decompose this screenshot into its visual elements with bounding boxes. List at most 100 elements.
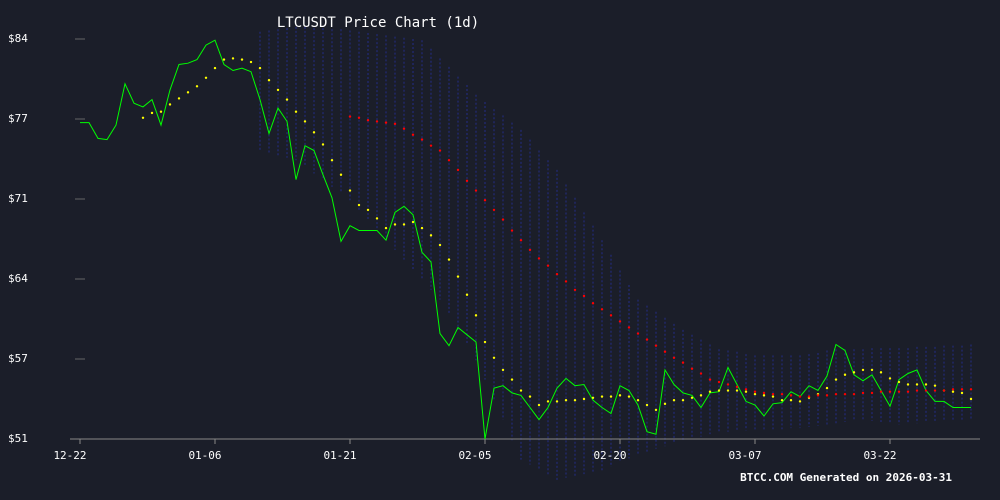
average-dot <box>528 395 532 398</box>
average-dot <box>159 110 163 113</box>
average-dot <box>483 199 487 202</box>
average-dot <box>348 189 352 192</box>
average-dot <box>753 390 757 393</box>
average-dot <box>537 403 541 407</box>
average-dot <box>699 394 703 397</box>
average-dot <box>861 391 865 395</box>
average-dot <box>852 392 856 396</box>
average-dot <box>474 189 478 192</box>
average-dot <box>951 390 955 393</box>
average-dot <box>591 396 595 399</box>
average-dot <box>843 392 847 396</box>
average-dot <box>213 66 217 70</box>
y-tick-label: $57 <box>8 352 28 365</box>
y-tick-label: $84 <box>8 32 28 45</box>
average-dot <box>195 85 199 88</box>
average-dot <box>663 402 667 406</box>
average-dot <box>555 272 559 276</box>
average-dot <box>258 66 262 70</box>
average-dot <box>177 97 181 100</box>
average-dot <box>762 394 766 397</box>
average-dot <box>798 395 802 398</box>
chart-title: LTCUSDT Price Chart (1d) <box>277 15 479 31</box>
average-dot <box>276 88 280 92</box>
average-dot <box>393 122 397 126</box>
average-dot <box>321 143 325 146</box>
average-dot <box>492 356 496 359</box>
average-dot <box>852 371 856 374</box>
average-dot <box>438 243 442 247</box>
average-dot <box>888 377 892 380</box>
average-dot <box>960 388 964 391</box>
average-dot <box>735 385 739 389</box>
average-dot <box>717 389 721 392</box>
average-dot <box>798 400 802 403</box>
average-dot <box>564 280 568 283</box>
average-dot <box>681 399 685 402</box>
y-tick-label: $64 <box>8 272 28 285</box>
average-dot <box>150 111 154 115</box>
average-dot <box>726 389 730 392</box>
average-dot <box>411 220 415 224</box>
average-dot <box>825 386 829 390</box>
average-dot <box>357 203 361 207</box>
average-dot <box>915 389 919 392</box>
average-dot <box>645 403 649 407</box>
average-dot <box>744 390 748 393</box>
average-dot <box>771 392 775 396</box>
average-dot <box>870 391 874 395</box>
average-dot <box>618 394 622 397</box>
average-dot <box>546 264 550 267</box>
average-dot <box>456 275 460 278</box>
average-dot <box>825 394 829 397</box>
average-dot <box>906 383 910 386</box>
average-dot <box>375 217 379 220</box>
average-dot <box>312 131 316 134</box>
average-dot <box>879 371 883 374</box>
average-dot <box>672 356 676 359</box>
average-dot <box>897 390 901 393</box>
average-dot <box>906 390 910 393</box>
average-dot <box>726 383 730 386</box>
average-dot <box>780 399 784 402</box>
average-dot <box>627 395 631 398</box>
average-dot <box>807 395 811 398</box>
y-tick-label: $51 <box>8 432 28 445</box>
average-dot <box>879 390 883 393</box>
average-dot <box>438 149 442 152</box>
average-dot <box>186 91 190 94</box>
average-dot <box>366 119 370 122</box>
average-dot <box>933 389 937 392</box>
average-dot <box>789 399 793 402</box>
x-tick-label: 12-22 <box>53 449 86 462</box>
average-dot <box>402 223 406 226</box>
average-dot <box>591 302 595 305</box>
x-tick-label: 03-07 <box>728 449 761 462</box>
average-dot <box>582 397 586 401</box>
average-dot <box>690 396 694 399</box>
average-dot <box>609 395 613 398</box>
average-dot <box>834 378 838 381</box>
average-dot <box>951 388 955 391</box>
average-dot <box>843 373 847 376</box>
average-dot <box>402 127 406 130</box>
average-dot <box>456 168 460 172</box>
average-dot <box>447 258 451 261</box>
average-dot <box>510 229 514 232</box>
average-dot <box>969 397 973 401</box>
average-dot <box>609 314 613 317</box>
average-dot <box>699 372 703 375</box>
average-dot <box>717 380 721 384</box>
average-dot <box>924 383 928 386</box>
average-dot <box>636 399 640 402</box>
average-dot <box>789 394 793 397</box>
average-dot <box>888 390 892 393</box>
average-dot <box>465 179 469 183</box>
average-dot <box>267 79 271 82</box>
average-dot <box>960 391 964 395</box>
average-dot <box>654 408 658 412</box>
average-dot <box>924 389 928 392</box>
average-dot <box>474 314 478 317</box>
average-dot <box>654 344 658 347</box>
